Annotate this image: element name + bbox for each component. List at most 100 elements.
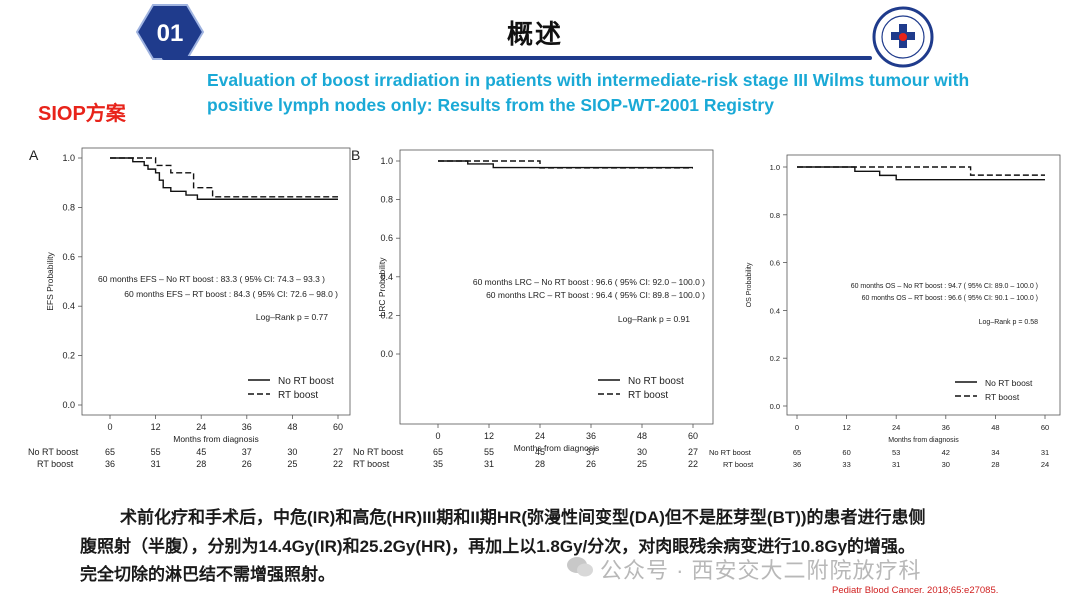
risk-table-value: 24 — [1041, 460, 1049, 469]
y-tick-label: 0.8 — [380, 195, 393, 205]
plot-frame — [81, 147, 351, 416]
risk-table-value: 27 — [333, 447, 343, 457]
x-tick-label: 0 — [107, 422, 112, 432]
x-axis-label: Months from diagnosis — [888, 437, 959, 444]
risk-table-value: 35 — [433, 459, 443, 469]
plot-frame — [786, 154, 1061, 416]
y-tick-label: 0.4 — [62, 301, 75, 311]
description-line1: 术前化疗和手术后，中危(IR)和高危(HR)III期和II期HR(弥漫性间变型(… — [120, 508, 926, 527]
x-tick-label: 48 — [287, 422, 297, 432]
risk-table-value: 30 — [287, 447, 297, 457]
os-chart: 0.0 0.2 0.4 0.6 0.8 1.0 0 12 24 36 48 60 Months from… — [709, 154, 1061, 469]
y-tick-label: 1.0 — [62, 153, 75, 163]
risk-table-value: 31 — [1041, 448, 1049, 457]
description-line2: 腹照射（半腹），分别为14.4Gy(IR)和25.2Gy(HR)，再加上以1.8… — [80, 536, 916, 556]
section-label: SIOP方案 — [38, 103, 126, 125]
y-axis-label: OS Probability — [746, 262, 753, 307]
x-tick-label: 48 — [991, 423, 999, 432]
risk-table-value: 36 — [105, 459, 115, 469]
paper-title-line2: positive lymph nodes only: Results from … — [207, 95, 774, 115]
x-tick-label: 12 — [151, 422, 161, 432]
y-tick-label: 0.0 — [62, 400, 75, 410]
y-tick-label: 0.8 — [62, 202, 75, 212]
lrc-chart: B 0.0 0.2 0.4 0.6 0.8 1.0 0 12 24 36 48 60 Months fro… — [351, 147, 714, 469]
series-line-rt-boost — [438, 160, 693, 169]
risk-table-value: 53 — [892, 448, 900, 457]
risk-table-value: 30 — [942, 460, 950, 469]
page-title: 概述 — [506, 19, 563, 49]
plot-frame — [399, 149, 714, 425]
chart-annotation: 60 months LRC – No RT boost : 96.6 ( 95%… — [473, 277, 705, 287]
risk-table-row-label: No RT boost — [709, 448, 752, 457]
x-tick-label: 24 — [535, 431, 545, 441]
y-axis-label: LRC Probability — [377, 257, 387, 317]
series-line-no-rt-boost — [438, 160, 693, 169]
risk-table-value: 55 — [151, 447, 161, 457]
chart-annotation: 60 months EFS – No RT boost : 83.3 ( 95%… — [98, 274, 325, 284]
y-tick-label: 1.0 — [380, 156, 393, 166]
x-tick-label: 24 — [196, 422, 206, 432]
risk-table-value: 22 — [333, 459, 343, 469]
risk-table-value: 27 — [688, 447, 698, 457]
y-tick-label: 0.6 — [770, 259, 780, 268]
badge-number: 01 — [157, 20, 184, 47]
header-divider — [162, 56, 872, 60]
citation: Pediatr Blood Cancer. 2018;65:e27085. — [832, 585, 999, 596]
description-line3: 完全切除的淋巴结不需增强照射。 — [80, 565, 335, 584]
risk-table-value: 45 — [196, 447, 206, 457]
x-axis-label: Months from diagnosis — [514, 443, 600, 453]
panel-label: B — [351, 147, 360, 163]
risk-table-value: 26 — [586, 459, 596, 469]
hospital-logo — [872, 6, 934, 68]
risk-table-row-label: RT boost — [37, 459, 74, 469]
y-tick-label: 0.4 — [770, 306, 780, 315]
risk-table-row-label: RT boost — [353, 459, 390, 469]
legend-label: RT boost — [278, 390, 318, 401]
risk-table-value: 31 — [151, 459, 161, 469]
x-tick-label: 12 — [842, 423, 850, 432]
series-line-rt-boost — [110, 157, 338, 198]
series-line-no-rt-boost — [797, 166, 1045, 181]
risk-table-value: 31 — [484, 459, 494, 469]
chart-annotation: 60 months EFS – RT boost : 84.3 ( 95% CI… — [124, 289, 338, 299]
risk-table-row-label: RT boost — [723, 460, 754, 469]
risk-table-value: 65 — [433, 447, 443, 457]
x-tick-label: 36 — [586, 431, 596, 441]
legend-label: No RT boost — [628, 376, 684, 387]
risk-table-value: 45 — [535, 447, 545, 457]
x-tick-label: 48 — [637, 431, 647, 441]
risk-table-row-label: No RT boost — [353, 447, 404, 457]
section-number-badge: 01 — [135, 3, 205, 61]
chart-annotation: Log–Rank p = 0.58 — [979, 319, 1038, 326]
risk-table-value: 28 — [535, 459, 545, 469]
risk-table-value: 65 — [105, 447, 115, 457]
y-tick-label: 0.2 — [770, 354, 780, 363]
risk-table-value: 26 — [242, 459, 252, 469]
y-axis-label: EFS Probability — [45, 251, 55, 310]
x-axis-label: Months from diagnosis — [173, 434, 259, 444]
risk-table-row-label: No RT boost — [28, 447, 79, 457]
chart-annotation: Log–Rank p = 0.77 — [256, 312, 328, 322]
chart-annotation: Log–Rank p = 0.91 — [618, 314, 690, 324]
risk-table-value: 31 — [892, 460, 900, 469]
paper-title: Evaluation of boost irradiation in patie… — [207, 68, 1027, 118]
paper-title-line1: Evaluation of boost irradiation in patie… — [207, 70, 970, 90]
legend-label: No RT boost — [278, 376, 334, 387]
risk-table-value: 28 — [991, 460, 999, 469]
x-tick-label: 36 — [942, 423, 950, 432]
risk-table-value: 60 — [842, 448, 850, 457]
y-tick-label: 0.2 — [380, 310, 393, 320]
y-tick-label: 0.6 — [62, 252, 75, 262]
risk-table-value: 34 — [991, 448, 999, 457]
wechat-icon — [567, 557, 593, 577]
legend-label: RT boost — [985, 392, 1020, 402]
chart-annotation: 60 months OS – RT boost : 96.6 ( 95% CI:… — [862, 295, 1038, 302]
risk-table-value: 25 — [287, 459, 297, 469]
x-tick-label: 0 — [435, 431, 440, 441]
description-text: 术前化疗和手术后，中危(IR)和高危(HR)III期和II期HR(弥漫性间变型(… — [80, 504, 1040, 590]
legend-label: No RT boost — [985, 378, 1033, 388]
risk-table-value: 65 — [793, 448, 801, 457]
x-tick-label: 60 — [333, 422, 343, 432]
y-tick-label: 0.6 — [380, 233, 393, 243]
y-tick-label: 0.2 — [62, 351, 75, 361]
